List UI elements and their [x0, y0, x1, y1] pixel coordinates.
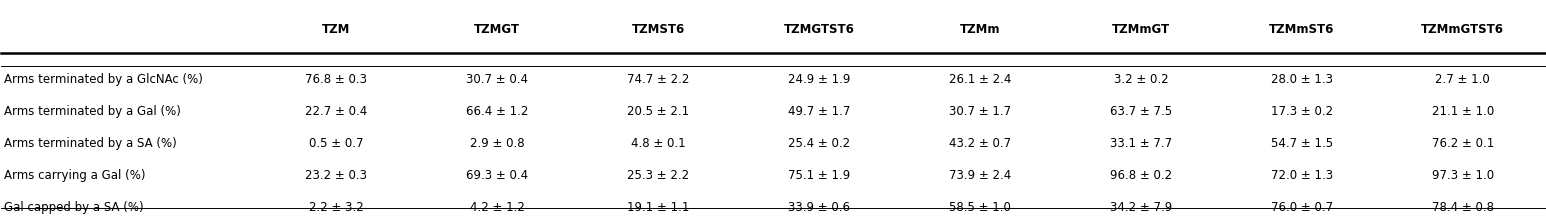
Text: 30.7 ± 1.7: 30.7 ± 1.7 — [949, 105, 1011, 118]
Text: 74.7 ± 2.2: 74.7 ± 2.2 — [628, 73, 690, 87]
Text: 72.0 ± 1.3: 72.0 ± 1.3 — [1271, 169, 1333, 182]
Text: Arms terminated by a SA (%): Arms terminated by a SA (%) — [5, 137, 178, 150]
Text: 2.2 ± 3.2: 2.2 ± 3.2 — [309, 201, 363, 214]
Text: TZMGTST6: TZMGTST6 — [784, 23, 855, 36]
Text: 76.8 ± 0.3: 76.8 ± 0.3 — [306, 73, 368, 87]
Text: 78.4 ± 0.8: 78.4 ± 0.8 — [1432, 201, 1493, 214]
Text: 25.4 ± 0.2: 25.4 ± 0.2 — [788, 137, 850, 150]
Text: 33.1 ± 7.7: 33.1 ± 7.7 — [1110, 137, 1172, 150]
Text: Arms carrying a Gal (%): Arms carrying a Gal (%) — [5, 169, 145, 182]
Text: 3.2 ± 0.2: 3.2 ± 0.2 — [1113, 73, 1169, 87]
Text: TZMST6: TZMST6 — [632, 23, 685, 36]
Text: 17.3 ± 0.2: 17.3 ± 0.2 — [1271, 105, 1333, 118]
Text: 26.1 ± 2.4: 26.1 ± 2.4 — [949, 73, 1011, 87]
Text: TZMm: TZMm — [960, 23, 1000, 36]
Text: 20.5 ± 2.1: 20.5 ± 2.1 — [628, 105, 690, 118]
Text: 2.9 ± 0.8: 2.9 ± 0.8 — [470, 137, 524, 150]
Text: 63.7 ± 7.5: 63.7 ± 7.5 — [1110, 105, 1172, 118]
Text: TZM: TZM — [322, 23, 351, 36]
Text: 69.3 ± 0.4: 69.3 ± 0.4 — [467, 169, 529, 182]
Text: 43.2 ± 0.7: 43.2 ± 0.7 — [949, 137, 1011, 150]
Text: 0.5 ± 0.7: 0.5 ± 0.7 — [309, 137, 363, 150]
Text: 28.0 ± 1.3: 28.0 ± 1.3 — [1271, 73, 1333, 87]
Text: 19.1 ± 1.1: 19.1 ± 1.1 — [628, 201, 690, 214]
Text: 73.9 ± 2.4: 73.9 ± 2.4 — [949, 169, 1011, 182]
Text: 76.0 ± 0.7: 76.0 ± 0.7 — [1271, 201, 1333, 214]
Text: 66.4 ± 1.2: 66.4 ± 1.2 — [467, 105, 529, 118]
Text: 76.2 ± 0.1: 76.2 ± 0.1 — [1432, 137, 1493, 150]
Text: 96.8 ± 0.2: 96.8 ± 0.2 — [1110, 169, 1172, 182]
Text: 25.3 ± 2.2: 25.3 ± 2.2 — [628, 169, 690, 182]
Text: 97.3 ± 1.0: 97.3 ± 1.0 — [1432, 169, 1493, 182]
Text: 33.9 ± 0.6: 33.9 ± 0.6 — [788, 201, 850, 214]
Text: 54.7 ± 1.5: 54.7 ± 1.5 — [1271, 137, 1333, 150]
Text: 4.8 ± 0.1: 4.8 ± 0.1 — [631, 137, 685, 150]
Text: Arms terminated by a GlcNAc (%): Arms terminated by a GlcNAc (%) — [5, 73, 204, 87]
Text: Arms terminated by a Gal (%): Arms terminated by a Gal (%) — [5, 105, 181, 118]
Text: 75.1 ± 1.9: 75.1 ± 1.9 — [788, 169, 850, 182]
Text: 4.2 ± 1.2: 4.2 ± 1.2 — [470, 201, 524, 214]
Text: TZMmGTST6: TZMmGTST6 — [1421, 23, 1504, 36]
Text: TZMmGT: TZMmGT — [1112, 23, 1170, 36]
Text: 49.7 ± 1.7: 49.7 ± 1.7 — [788, 105, 850, 118]
Text: 24.9 ± 1.9: 24.9 ± 1.9 — [788, 73, 850, 87]
Text: TZMmST6: TZMmST6 — [1269, 23, 1334, 36]
Text: 34.2 ± 7.9: 34.2 ± 7.9 — [1110, 201, 1172, 214]
Text: 58.5 ± 1.0: 58.5 ± 1.0 — [949, 201, 1011, 214]
Text: TZMGT: TZMGT — [475, 23, 521, 36]
Text: 30.7 ± 0.4: 30.7 ± 0.4 — [467, 73, 529, 87]
Text: 21.1 ± 1.0: 21.1 ± 1.0 — [1432, 105, 1493, 118]
Text: 2.7 ± 1.0: 2.7 ± 1.0 — [1435, 73, 1490, 87]
Text: 22.7 ± 0.4: 22.7 ± 0.4 — [306, 105, 368, 118]
Text: Gal capped by a SA (%): Gal capped by a SA (%) — [5, 201, 144, 214]
Text: 23.2 ± 0.3: 23.2 ± 0.3 — [306, 169, 368, 182]
